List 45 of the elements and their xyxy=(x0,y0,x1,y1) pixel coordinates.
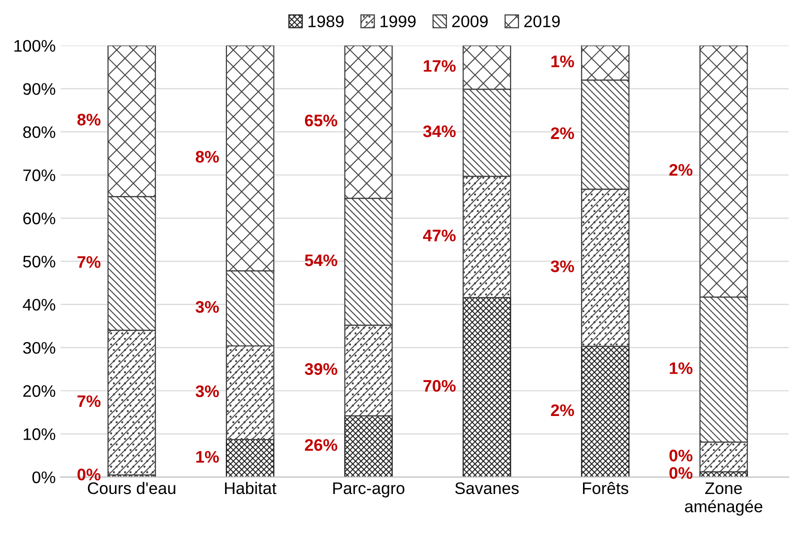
annotation: 0% xyxy=(669,450,692,462)
y-tick-label: 70% xyxy=(23,169,56,182)
annotation: 47% xyxy=(422,230,456,242)
annotation: 2% xyxy=(669,164,692,176)
y-tick-label: 40% xyxy=(22,298,56,311)
x-tick-label: Savanes xyxy=(455,482,519,494)
annotation: 26% xyxy=(304,439,338,451)
y-tick-label: 30% xyxy=(23,342,56,354)
annotation: 3% xyxy=(196,301,219,313)
y-tick-label: 60% xyxy=(23,212,56,224)
annotation: 8% xyxy=(196,150,219,163)
legend-label: 1999 xyxy=(380,15,416,28)
annotation: 1% xyxy=(670,362,692,374)
x-tick-label: Habitat xyxy=(225,482,276,494)
x-tick-label: Zone aménagée xyxy=(684,482,762,516)
legend-label: 1989 xyxy=(308,15,344,28)
annotation: 54% xyxy=(304,254,338,266)
legend-label: 2009 xyxy=(452,15,488,28)
annotation: 34% xyxy=(423,125,456,138)
annotation: 7% xyxy=(78,395,100,408)
y-tick-label: 90% xyxy=(23,83,56,95)
legend-label: 2019 xyxy=(524,15,560,28)
annotation: 0% xyxy=(669,467,692,479)
annotation: 2% xyxy=(550,127,574,140)
y-tick-label: 0% xyxy=(32,471,56,484)
y-tick-label: 100% xyxy=(14,40,56,52)
annotation: 1% xyxy=(196,450,219,463)
annotation: 0% xyxy=(78,468,100,480)
x-tick-label: Cours d'eau xyxy=(88,482,176,494)
annotation: 70% xyxy=(423,380,456,392)
y-tick-label: 10% xyxy=(24,428,56,440)
annotation: 17% xyxy=(424,60,456,72)
annotation: 3% xyxy=(196,385,219,398)
y-tick-label: 20% xyxy=(23,385,56,397)
annotation: 7% xyxy=(78,256,100,268)
annotation: 2% xyxy=(550,404,574,416)
y-tick-label: 50% xyxy=(23,256,56,268)
x-tick-label: Forêts xyxy=(583,482,628,494)
annotation: 39% xyxy=(304,363,338,375)
y-tick-label: 80% xyxy=(23,126,56,138)
x-tick-label: Parc-agro xyxy=(333,482,404,498)
annotation: 1% xyxy=(551,56,574,68)
annotation: 3% xyxy=(550,260,574,272)
annotation: 65% xyxy=(304,114,338,126)
annotation: 8% xyxy=(77,114,100,126)
